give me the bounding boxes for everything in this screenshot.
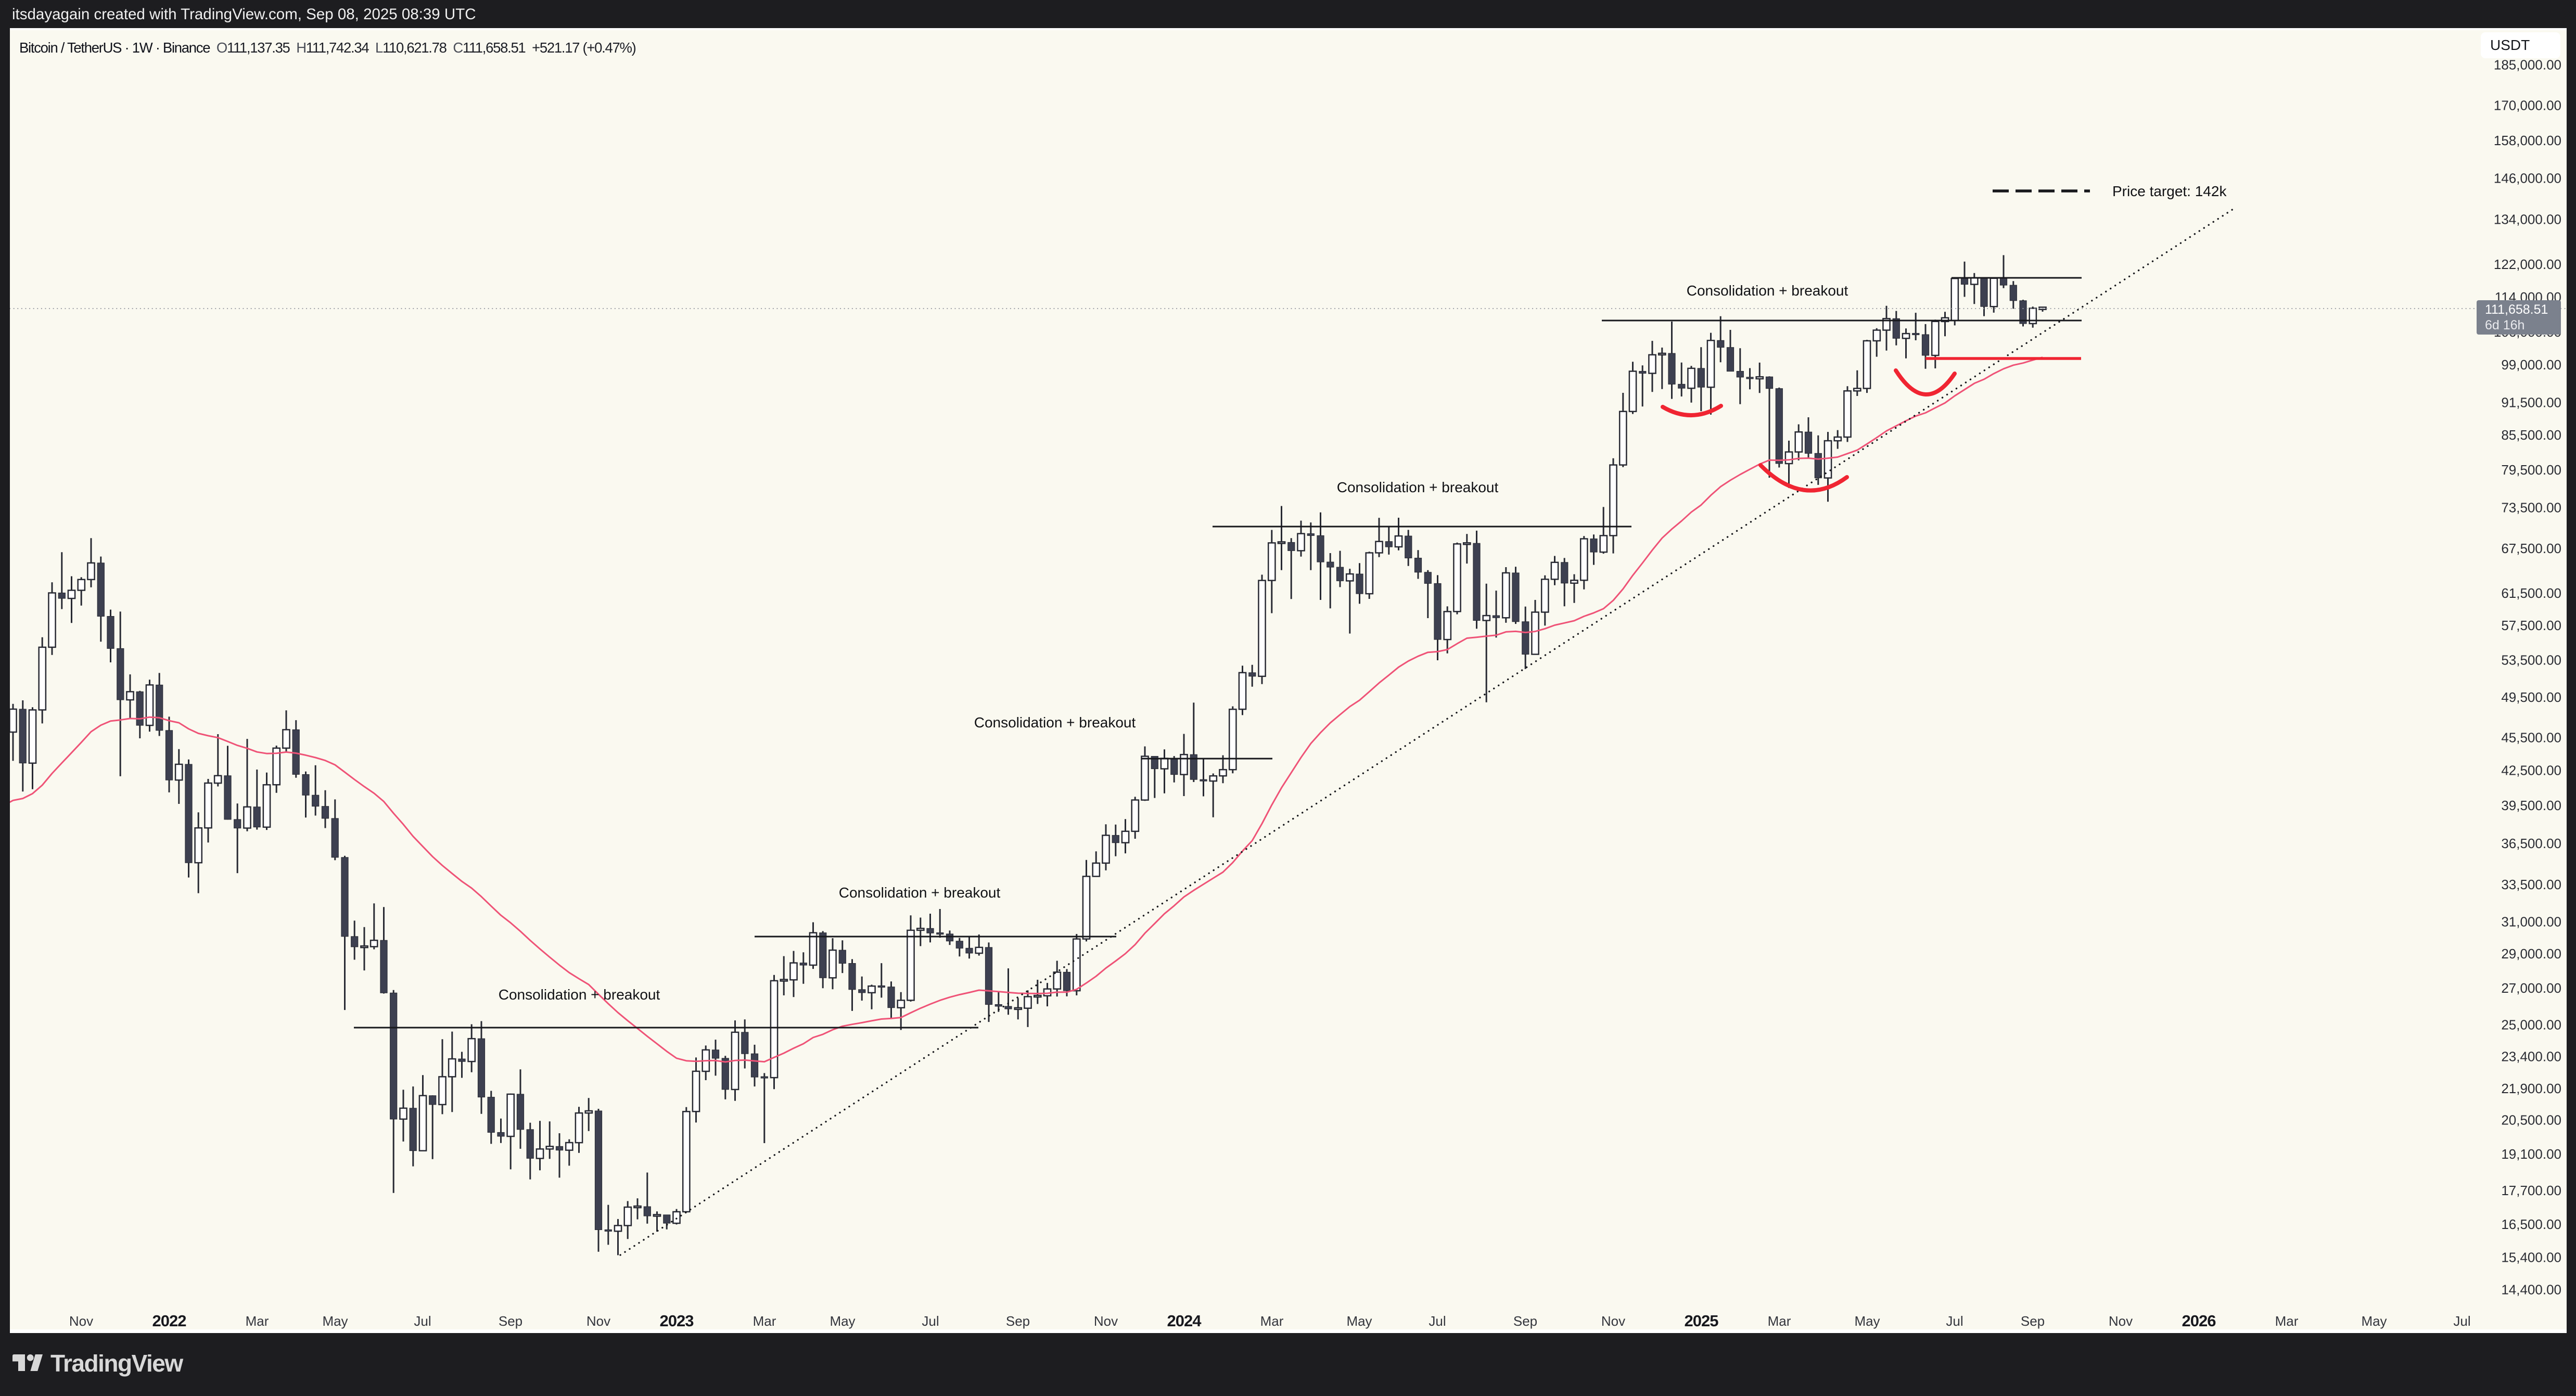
svg-text:Consolidation + breakout: Consolidation + breakout [1337,479,1499,495]
svg-text:29,000.00: 29,000.00 [2501,946,2561,962]
svg-text:85,500.00: 85,500.00 [2501,427,2561,443]
svg-text:49,500.00: 49,500.00 [2501,689,2561,705]
svg-text:67,500.00: 67,500.00 [2501,541,2561,556]
svg-text:73,500.00: 73,500.00 [2501,500,2561,516]
svg-text:Jul: Jul [922,1313,939,1329]
svg-text:Sep: Sep [1006,1313,1030,1329]
svg-text:158,000.00: 158,000.00 [2494,133,2561,148]
svg-text:91,500.00: 91,500.00 [2501,395,2561,411]
svg-text:36,500.00: 36,500.00 [2501,836,2561,851]
svg-text:Nov: Nov [69,1313,93,1329]
svg-text:27,000.00: 27,000.00 [2501,980,2561,996]
svg-text:79,500.00: 79,500.00 [2501,462,2561,478]
svg-text:Nov: Nov [1601,1313,1625,1329]
svg-text:Nov: Nov [1094,1313,1118,1329]
svg-text:170,000.00: 170,000.00 [2494,97,2561,113]
svg-text:Jul: Jul [414,1313,431,1329]
svg-text:Price target: 142k: Price target: 142k [2112,183,2227,199]
svg-text:21,900.00: 21,900.00 [2501,1081,2561,1096]
svg-text:Sep: Sep [1513,1313,1537,1329]
svg-text:Mar: Mar [2275,1313,2299,1329]
svg-text:2024: 2024 [1167,1312,1202,1330]
svg-text:Mar: Mar [753,1313,776,1329]
svg-text:23,400.00: 23,400.00 [2501,1049,2561,1065]
svg-text:May: May [2361,1313,2387,1329]
svg-text:2023: 2023 [660,1312,694,1330]
svg-text:17,700.00: 17,700.00 [2501,1183,2561,1198]
svg-text:Nov: Nov [2109,1313,2133,1329]
svg-text:Jul: Jul [1946,1313,1963,1329]
svg-text:TradingView: TradingView [50,1354,183,1377]
svg-text:Consolidation + breakout: Consolidation + breakout [1687,283,1848,299]
svg-text:19,100.00: 19,100.00 [2501,1146,2561,1162]
svg-text:2026: 2026 [2182,1312,2216,1330]
svg-text:May: May [830,1313,855,1329]
svg-text:May: May [322,1313,348,1329]
svg-text:61,500.00: 61,500.00 [2501,585,2561,601]
svg-text:42,500.00: 42,500.00 [2501,763,2561,778]
svg-text:57,500.00: 57,500.00 [2501,618,2561,633]
svg-text:146,000.00: 146,000.00 [2494,171,2561,186]
svg-text:99,000.00: 99,000.00 [2501,357,2561,373]
svg-text:122,000.00: 122,000.00 [2494,257,2561,272]
svg-text:185,000.00: 185,000.00 [2494,57,2561,72]
svg-text:May: May [1346,1313,1372,1329]
svg-text:134,000.00: 134,000.00 [2494,212,2561,227]
svg-text:45,500.00: 45,500.00 [2501,730,2561,746]
svg-text:Nov: Nov [586,1313,610,1329]
svg-text:Mar: Mar [1768,1313,1791,1329]
svg-text:31,000.00: 31,000.00 [2501,914,2561,929]
svg-text:39,500.00: 39,500.00 [2501,798,2561,813]
svg-text:2022: 2022 [152,1312,186,1330]
svg-text:2025: 2025 [1685,1312,1719,1330]
svg-text:15,400.00: 15,400.00 [2501,1250,2561,1265]
svg-text:25,000.00: 25,000.00 [2501,1017,2561,1033]
svg-text:Sep: Sep [2021,1313,2045,1329]
svg-text:May: May [1854,1313,1880,1329]
svg-text:Jul: Jul [2453,1313,2470,1329]
svg-text:Sep: Sep [499,1313,522,1329]
svg-text:Consolidation + breakout: Consolidation + breakout [974,714,1136,731]
svg-text:Consolidation + breakout: Consolidation + breakout [499,987,660,1003]
svg-text:Mar: Mar [246,1313,269,1329]
svg-text:33,500.00: 33,500.00 [2501,877,2561,892]
svg-text:Consolidation + breakout: Consolidation + breakout [839,885,1001,901]
svg-text:Jul: Jul [1429,1313,1446,1329]
svg-text:16,500.00: 16,500.00 [2501,1216,2561,1232]
svg-text:Mar: Mar [1260,1313,1284,1329]
svg-text:20,500.00: 20,500.00 [2501,1112,2561,1128]
svg-text:14,400.00: 14,400.00 [2501,1282,2561,1297]
svg-text:53,500.00: 53,500.00 [2501,652,2561,668]
